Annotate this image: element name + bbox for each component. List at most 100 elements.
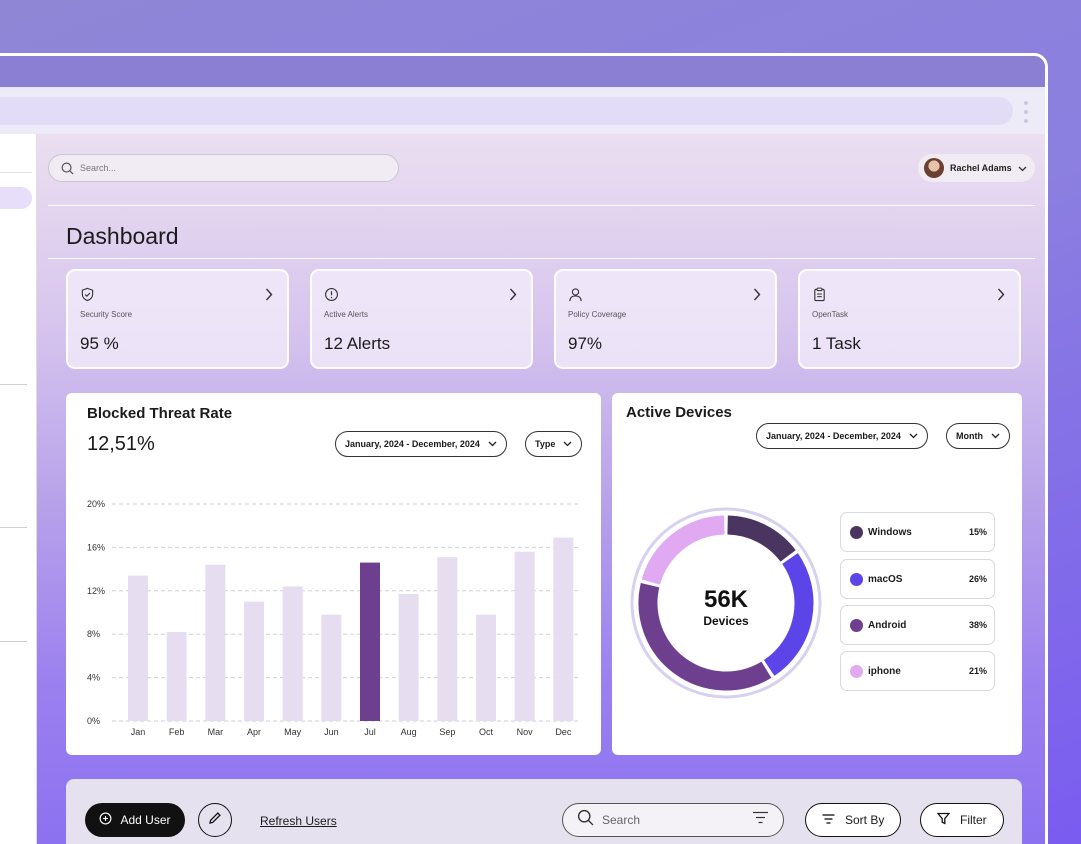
legend-label: Windows <box>868 526 912 538</box>
donut-segment-android[interactable] <box>638 583 772 691</box>
legend-percent: 21% <box>968 666 987 676</box>
legend-swatch <box>850 618 863 632</box>
bar-aug[interactable] <box>398 594 419 721</box>
kpi-value: 95 % <box>80 334 119 353</box>
page-title: Dashboard <box>66 223 179 249</box>
donut-segment-iphone[interactable] <box>641 515 725 585</box>
bar-mar[interactable] <box>205 564 226 721</box>
y-tick-label: 8% <box>87 629 100 639</box>
plus-circle-icon <box>99 812 112 828</box>
legend-swatch <box>850 572 863 586</box>
divider <box>48 258 1035 259</box>
bar-nov[interactable] <box>514 551 535 721</box>
bar-feb[interactable] <box>166 632 187 721</box>
legend-label: macOS <box>868 573 903 585</box>
search-placeholder: Search... <box>80 163 117 173</box>
donut-center-label: Devices <box>703 614 749 628</box>
y-tick-label: 4% <box>87 673 100 683</box>
alert-circle-icon <box>324 287 339 307</box>
bar-apr[interactable] <box>244 601 264 721</box>
user-menu[interactable]: Rachel Adams <box>918 154 1035 182</box>
user-name: Rachel Adams <box>950 163 1012 173</box>
sidebar-divider <box>0 172 32 173</box>
address-bar[interactable] <box>0 97 1013 125</box>
chevron-down-icon <box>563 439 572 449</box>
x-tick-label: Jan <box>131 727 146 737</box>
bar-dec[interactable] <box>553 537 574 721</box>
date-range-label: January, 2024 - December, 2024 <box>345 439 480 449</box>
sidebar-divider <box>0 641 27 642</box>
filter-lines-icon[interactable] <box>752 811 769 829</box>
bar-may[interactable] <box>282 586 303 721</box>
users-toolbar: Add User Refresh Users Search <box>66 779 1022 844</box>
y-tick-label: 12% <box>87 586 105 596</box>
user-icon <box>568 287 583 307</box>
sidebar-divider <box>0 527 27 528</box>
blocked-threat-panel: Blocked Threat Rate 12,51% January, 2024… <box>66 393 601 755</box>
chevron-right-icon[interactable] <box>265 288 273 306</box>
chevron-down-icon <box>909 431 918 441</box>
legend-item-android[interactable]: Android 38% <box>840 605 995 645</box>
app-window: Search... Rachel Adams Dashboard Securit… <box>0 53 1048 844</box>
x-tick-label: Oct <box>479 727 494 737</box>
chevron-right-icon[interactable] <box>753 288 761 306</box>
legend-item-macos[interactable]: macOS 26% <box>840 559 995 599</box>
main-content: Search... Rachel Adams Dashboard Securit… <box>37 134 1045 844</box>
kpi-card-open-task[interactable]: OpenTask 1 Task <box>798 269 1021 369</box>
bar-jan[interactable] <box>128 575 148 721</box>
period-select[interactable]: Month <box>946 423 1010 449</box>
kpi-value: 1 Task <box>812 334 861 353</box>
bar-oct[interactable] <box>476 614 496 721</box>
kpi-card-active-alerts[interactable]: Active Alerts 12 Alerts <box>310 269 533 369</box>
chevron-down-icon <box>991 431 1000 441</box>
x-tick-label: Jun <box>324 727 339 737</box>
more-options-icon[interactable] <box>1023 101 1029 123</box>
legend-percent: 26% <box>968 574 987 584</box>
x-tick-label: Dec <box>555 727 572 737</box>
bar-jul[interactable] <box>360 562 380 721</box>
kpi-label: Security Score <box>80 310 133 319</box>
date-range-select[interactable]: January, 2024 - December, 2024 <box>756 423 928 449</box>
devices-donut-chart: 56K Devices <box>630 507 822 699</box>
filter-label: Filter <box>960 813 987 827</box>
period-label: Month <box>956 431 983 441</box>
sort-by-label: Sort By <box>845 813 885 827</box>
bar-jun[interactable] <box>321 614 342 721</box>
add-user-button[interactable]: Add User <box>85 803 185 837</box>
legend-swatch <box>850 664 863 678</box>
chevron-right-icon[interactable] <box>509 288 517 306</box>
bar-sep[interactable] <box>437 557 458 721</box>
sort-by-button[interactable]: Sort By <box>805 803 902 837</box>
blocked-threat-chart: 0% 4% 8% 12% 16% 20% Jan Feb Mar Apr May Jun Jul Aug S… <box>87 499 580 737</box>
search-input[interactable]: Search... <box>48 154 399 182</box>
active-devices-panel: Active Devices January, 2024 - December,… <box>612 393 1022 755</box>
filter-button[interactable]: Filter <box>920 803 1004 837</box>
threat-rate-value: 12,51% <box>87 433 155 455</box>
kpi-card-security-score[interactable]: Security Score 95 % <box>66 269 289 369</box>
refresh-users-link[interactable]: Refresh Users <box>260 814 337 828</box>
sidebar-item-active[interactable] <box>0 187 32 209</box>
type-select[interactable]: Type <box>525 431 583 457</box>
x-tick-label: Nov <box>517 727 534 737</box>
legend-item-windows[interactable]: Windows 15% <box>840 512 995 552</box>
divider <box>48 205 1035 206</box>
avatar <box>924 158 944 178</box>
x-tick-label: Apr <box>247 727 261 737</box>
sidebar <box>0 134 37 844</box>
shield-icon <box>80 287 95 307</box>
sort-icon <box>822 813 835 827</box>
donut-segment-windows[interactable] <box>727 515 796 562</box>
chevron-right-icon[interactable] <box>997 288 1005 306</box>
legend-item-iphone[interactable]: iphone 21% <box>840 651 995 691</box>
users-search-input[interactable]: Search <box>562 803 784 837</box>
edit-button[interactable] <box>198 803 232 837</box>
x-tick-label: May <box>284 727 302 737</box>
type-label: Type <box>535 439 556 449</box>
kpi-card-policy-coverage[interactable]: Policy Coverage 97% <box>554 269 777 369</box>
x-tick-label: Feb <box>169 727 185 737</box>
date-range-select[interactable]: January, 2024 - December, 2024 <box>335 431 507 457</box>
legend-percent: 15% <box>968 527 987 537</box>
sidebar-divider <box>0 384 27 385</box>
donut-segment-macos[interactable] <box>763 553 814 676</box>
y-tick-label: 0% <box>87 716 100 726</box>
